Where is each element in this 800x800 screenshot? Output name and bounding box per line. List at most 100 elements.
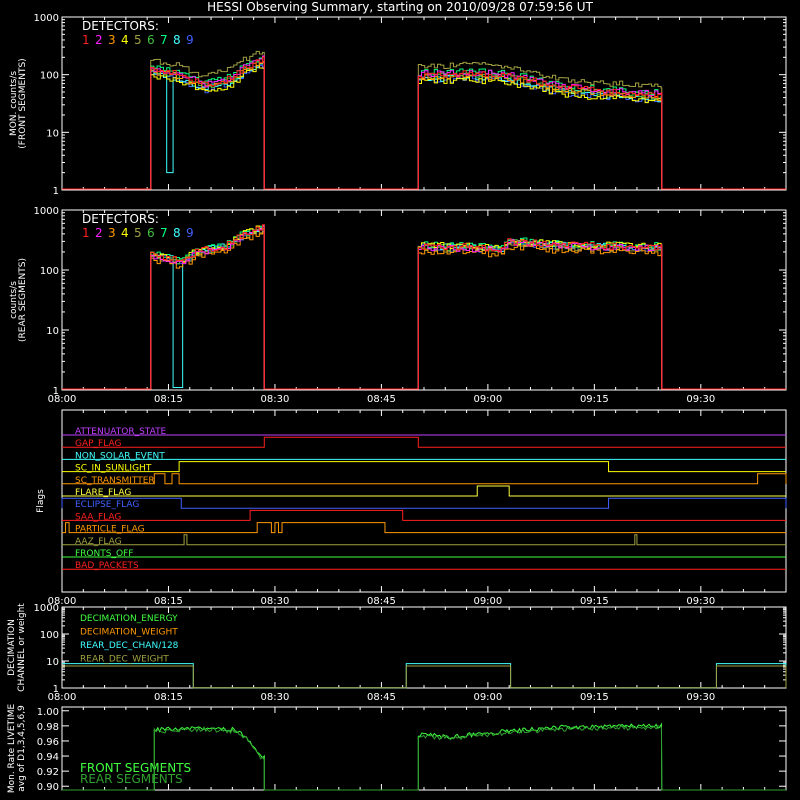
decimation-xtick-label: 09:15 xyxy=(580,692,609,703)
rear-legend-title: DETECTORS: xyxy=(82,212,159,226)
front-legend-label: 7 xyxy=(160,33,168,47)
flags-ylabel: Flags xyxy=(36,489,46,513)
flags-xtick-label: 08:45 xyxy=(367,596,396,607)
flag-line-eclipse-flag xyxy=(61,497,787,509)
decimation-ytick-label: 1000 xyxy=(34,603,59,614)
rear-ytick-label: 1000 xyxy=(34,206,59,217)
decimation-xtick-label: 09:00 xyxy=(473,692,502,703)
livetime-legend-label: FRONT SEGMENTS xyxy=(80,761,191,775)
rear-legend-label: 3 xyxy=(108,226,116,240)
flag-line-flare-flag xyxy=(62,485,786,497)
rear-series-detector-4 xyxy=(62,225,786,390)
flags-xtick-label: 09:15 xyxy=(580,596,609,607)
rear-legend-label: 5 xyxy=(134,226,142,240)
rear-xtick-label: 08:45 xyxy=(367,394,396,405)
rear-legend-label: 1 xyxy=(82,226,90,240)
flags-xtick-label: 08:15 xyxy=(154,596,183,607)
decimation-series-rear-dec-chan-128 xyxy=(62,663,787,689)
rear-series-detector-7 xyxy=(62,224,786,390)
livetime-ytick-label: 0.94 xyxy=(37,752,59,763)
rear-series-detector-1 xyxy=(62,224,786,390)
rear-legend-label: 4 xyxy=(121,226,129,240)
page-title: HESSI Observing Summary, starting on 201… xyxy=(207,0,593,14)
decimation-xtick-label: 08:30 xyxy=(261,692,290,703)
livetime-ytick-label: 0.96 xyxy=(37,737,59,748)
flag-label: AAZ_FLAG xyxy=(75,537,122,547)
flag-label: GAP_FLAG xyxy=(75,439,121,449)
front-ylabel: (FRONT SEGMENTS) xyxy=(18,58,28,148)
rear-xtick-label: 08:15 xyxy=(154,394,183,405)
livetime-series-rear-segments xyxy=(62,724,786,791)
livetime-ytick-label: 0.92 xyxy=(37,767,59,778)
front-legend-label: 6 xyxy=(147,33,155,47)
livetime-ytick-label: 0.98 xyxy=(37,722,59,733)
flag-label: SAA_FLAG xyxy=(75,512,121,522)
flags-xtick-label: 08:30 xyxy=(261,596,290,607)
flag-label: FLARE_FLAG xyxy=(75,488,131,498)
front-series-detector-5 xyxy=(62,50,786,190)
rear-xtick-label: 09:15 xyxy=(580,394,609,405)
flag-label: SC_TRANSMITTER xyxy=(75,476,155,486)
front-series-detector-1 xyxy=(62,56,786,190)
rear-series-detector-6 xyxy=(62,225,786,390)
decimation-legend-label: DECIMATION_ENERGY xyxy=(80,614,178,624)
flag-line-aaz-flag xyxy=(62,534,786,546)
rear-legend-label: 7 xyxy=(160,226,168,240)
front-series-detector-9 xyxy=(62,65,786,190)
rear-ytick-label: 1 xyxy=(53,386,59,397)
front-ytick-label: 100 xyxy=(40,71,59,82)
livetime-series-front-segments xyxy=(62,722,786,791)
front-legend-label: 9 xyxy=(186,33,194,47)
livetime-legend-label: REAR SEGMENTS xyxy=(80,772,183,786)
flags-xtick-label: 08:00 xyxy=(48,596,77,607)
rear-xtick-label: 09:00 xyxy=(473,394,502,405)
livetime-ylabel: avg of D1,3,4,5,6,9 xyxy=(17,705,27,792)
decimation-xtick-label: 09:30 xyxy=(686,692,715,703)
decimation-xtick-label: 08:00 xyxy=(48,692,77,703)
front-legend-label: 1 xyxy=(82,33,90,47)
rear-legend-label: 9 xyxy=(186,226,194,240)
rear-series-detector-3 xyxy=(62,232,786,390)
front-ytick-label: 1 xyxy=(53,186,59,197)
rear-legend-label: 6 xyxy=(147,226,155,240)
flags-xtick-label: 09:00 xyxy=(473,596,502,607)
rear-series-detector-2 xyxy=(62,225,786,390)
front-legend-label: 4 xyxy=(121,33,129,47)
front-series-detector-4 xyxy=(62,65,786,190)
front-series-detector-7 xyxy=(62,55,786,190)
decimation-ytick-label: 1 xyxy=(53,684,59,695)
front-series-detector-3 xyxy=(62,61,786,190)
flag-label: ECLIPSE_FLAG xyxy=(75,500,139,510)
front-legend-label: 5 xyxy=(134,33,142,47)
flag-line-saa-flag xyxy=(62,509,786,521)
front-legend-label: 2 xyxy=(95,33,103,47)
front-frame xyxy=(61,16,787,191)
decimation-ytick-label: 10 xyxy=(46,657,59,668)
rear-legend-label: 2 xyxy=(95,226,103,240)
flag-line-gap-flag xyxy=(62,436,786,448)
rear-xtick-label: 08:00 xyxy=(48,394,77,405)
front-legend-label: 8 xyxy=(173,33,181,47)
front-ytick-label: 10 xyxy=(46,128,59,139)
flag-line-particle-flag xyxy=(62,522,786,534)
rear-series-detector-8 xyxy=(62,225,786,390)
rear-xtick-label: 08:30 xyxy=(261,394,290,405)
decimation-ylabel: DECIMATION xyxy=(7,619,17,676)
livetime-ytick-label: 0.90 xyxy=(37,782,59,793)
rear-ytick-label: 100 xyxy=(40,266,59,277)
front-ylabel: MON. counts/s xyxy=(9,71,19,136)
rear-ylabel: (REAR SEGMENTS) xyxy=(18,258,28,342)
flag-label: FRONTS_OFF xyxy=(75,549,133,559)
rear-ytick-label: 10 xyxy=(46,326,59,337)
decimation-xtick-label: 08:45 xyxy=(367,692,396,703)
flag-label: SC_IN_SUNLIGHT xyxy=(75,464,152,474)
decimation-xtick-label: 08:15 xyxy=(154,692,183,703)
flag-label: BAD_PACKETS xyxy=(75,561,139,571)
front-legend-title: DETECTORS: xyxy=(82,19,159,33)
decimation-ylabel: CHANNEL or weight xyxy=(17,603,27,692)
decimation-series-rear-dec-weight xyxy=(62,665,787,689)
rear-xtick-label: 09:30 xyxy=(686,394,715,405)
decimation-legend-label: DECIMATION_WEIGHT xyxy=(80,628,178,638)
decimation-legend-label: REAR_DEC_WEIGHT xyxy=(80,655,169,665)
livetime-ytick-label: 1.00 xyxy=(37,707,59,718)
